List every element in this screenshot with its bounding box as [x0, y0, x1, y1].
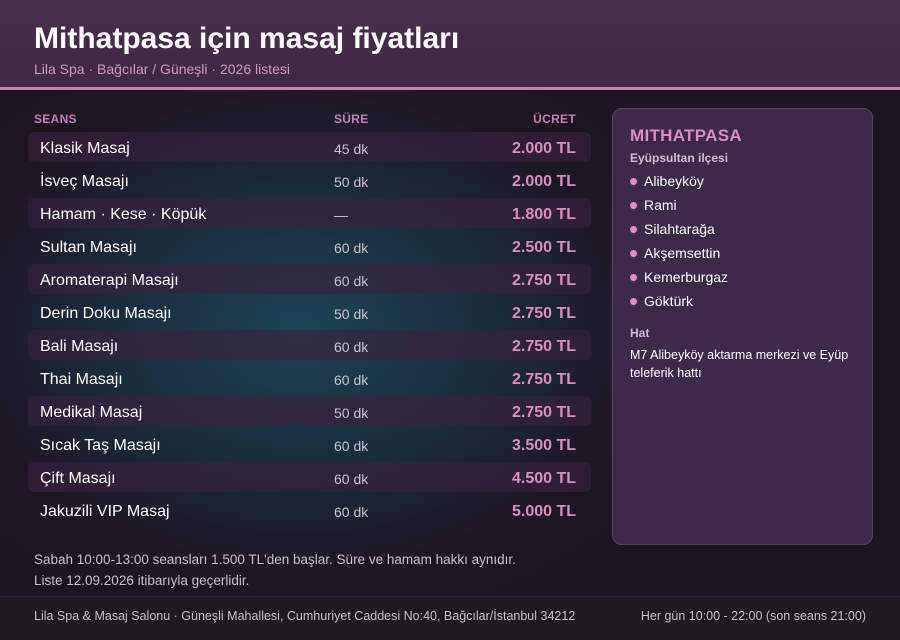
neighborhood-name: Göktürk — [644, 293, 694, 309]
service-name: Medikal Masaj — [40, 404, 143, 421]
service-duration: 60 dk — [334, 273, 369, 289]
service-name: İsveç Masajı — [40, 173, 129, 190]
service-duration: 60 dk — [334, 438, 369, 454]
service-price: 2.000 TL — [511, 140, 576, 157]
service-price: 2.750 TL — [511, 404, 576, 421]
service-duration: 50 dk — [334, 306, 369, 322]
footer-hours: Her gün 10:00 - 22:00 (son seans 21:00) — [640, 609, 866, 623]
service-duration: 50 dk — [334, 174, 369, 190]
service-duration: 50 dk — [334, 405, 369, 421]
price-table: Klasik Masaj 45 dk 2.000 TL İsveç Masajı 50 … — [28, 132, 591, 528]
service-name: Sıcak Taş Masajı — [40, 437, 161, 454]
service-name: Jakuzili VIP Masaj — [40, 503, 170, 520]
note-line-2: Liste 12.09.2026 itibarıyla geçerlidir. — [34, 573, 250, 588]
service-name: Thai Masajı — [40, 371, 123, 388]
line-label: Hat — [630, 326, 650, 340]
column-header-duration: SÜRE — [334, 112, 369, 126]
service-price: 1.800 TL — [511, 206, 576, 223]
service-name: Bali Masajı — [40, 338, 119, 355]
page-header: Mithatpasa için masaj fiyatları Lila Spa… — [0, 0, 900, 90]
table-row: Sıcak Taş Masajı 60 dk 3.500 TL — [28, 429, 591, 459]
note-line-1: Sabah 10:00-13:00 seansları 1.500 TL'den… — [34, 552, 516, 567]
service-duration: 45 dk — [334, 141, 369, 157]
table-row: Klasik Masaj 45 dk 2.000 TL — [28, 132, 591, 162]
table-row: Derin Doku Masajı 50 dk 2.750 TL — [28, 297, 591, 327]
page-title: Mithatpasa için masaj fiyatları — [34, 22, 460, 55]
service-duration: 60 dk — [334, 240, 369, 256]
service-duration: 60 dk — [334, 339, 369, 355]
neighborhood-item: Rami — [630, 195, 728, 219]
service-name: Sultan Masajı — [40, 239, 137, 256]
bullet-icon — [630, 178, 637, 185]
neighborhood-name: Kemerburgaz — [644, 269, 729, 285]
column-header-session: SEANS — [34, 112, 77, 126]
footer-address: Lila Spa & Masaj Salonu · Güneşli Mahall… — [34, 609, 576, 623]
service-price: 2.750 TL — [511, 371, 576, 388]
table-row: Medikal Masaj 50 dk 2.750 TL — [28, 396, 591, 426]
neighborhood-list: Alibeyköy Rami Silahtarağa Akşemsettin Kemer… — [630, 171, 728, 315]
service-price: 2.500 TL — [511, 239, 576, 256]
service-duration: — — [334, 207, 348, 223]
table-row: Sultan Masajı 60 dk 2.500 TL — [28, 231, 591, 261]
service-name: Derin Doku Masajı — [40, 305, 172, 322]
service-name: Aromaterapi Masajı — [40, 272, 179, 289]
bullet-icon — [630, 202, 637, 209]
service-duration: 60 dk — [334, 372, 369, 388]
neighborhood-name: Rami — [644, 197, 677, 213]
column-header-price: ÜCRET — [533, 112, 576, 126]
service-name: Çift Masajı — [40, 470, 116, 487]
neighborhood-name: Alibeyköy — [644, 173, 704, 189]
service-price: 2.000 TL — [511, 173, 576, 190]
neighborhood-item: Kemerburgaz — [630, 267, 728, 291]
neighborhood-item: Alibeyköy — [630, 171, 728, 195]
district-panel: MITHATPASA Eyüpsultan ilçesi Alibeyköy Ra… — [612, 108, 873, 545]
table-row: Jakuzili VIP Masaj 60 dk 5.000 TL — [28, 495, 591, 525]
neighborhood-item: Göktürk — [630, 291, 728, 315]
service-price: 4.500 TL — [511, 470, 576, 487]
service-price: 3.500 TL — [511, 437, 576, 454]
table-row: Hamam · Kese · Köpük — 1.800 TL — [28, 198, 591, 228]
neighborhood-item: Silahtarağa — [630, 219, 728, 243]
table-row: Thai Masajı 60 dk 2.750 TL — [28, 363, 591, 393]
table-row: Aromaterapi Masajı 60 dk 2.750 TL — [28, 264, 591, 294]
service-price: 2.750 TL — [511, 272, 576, 289]
service-price: 5.000 TL — [511, 503, 576, 520]
neighborhood-item: Akşemsettin — [630, 243, 728, 267]
line-text: M7 Alibeyköy aktarma merkezi ve Eyüp tel… — [630, 348, 849, 380]
neighborhood-name: Akşemsettin — [644, 245, 721, 261]
service-name: Klasik Masaj — [40, 140, 130, 157]
service-duration: 60 dk — [334, 471, 369, 487]
service-duration: 60 dk — [334, 504, 369, 520]
table-row: İsveç Masajı 50 dk 2.000 TL — [28, 165, 591, 195]
panel-title: MITHATPASA — [630, 126, 742, 145]
page-footer: Lila Spa & Masaj Salonu · Güneşli Mahall… — [0, 596, 900, 640]
page-subtitle: Lila Spa · Bağcılar / Güneşli · 2026 lis… — [34, 61, 291, 77]
panel-subtitle: Eyüpsultan ilçesi — [630, 151, 729, 165]
neighborhood-name: Silahtarağa — [644, 221, 715, 237]
bullet-icon — [630, 250, 637, 257]
service-price: 2.750 TL — [511, 305, 576, 322]
service-name: Hamam · Kese · Köpük — [40, 206, 207, 223]
bullet-icon — [630, 226, 637, 233]
table-row: Bali Masajı 60 dk 2.750 TL — [28, 330, 591, 360]
service-price: 2.750 TL — [511, 338, 576, 355]
bullet-icon — [630, 274, 637, 281]
bullet-icon — [630, 298, 637, 305]
table-row: Çift Masajı 60 dk 4.500 TL — [28, 462, 591, 492]
